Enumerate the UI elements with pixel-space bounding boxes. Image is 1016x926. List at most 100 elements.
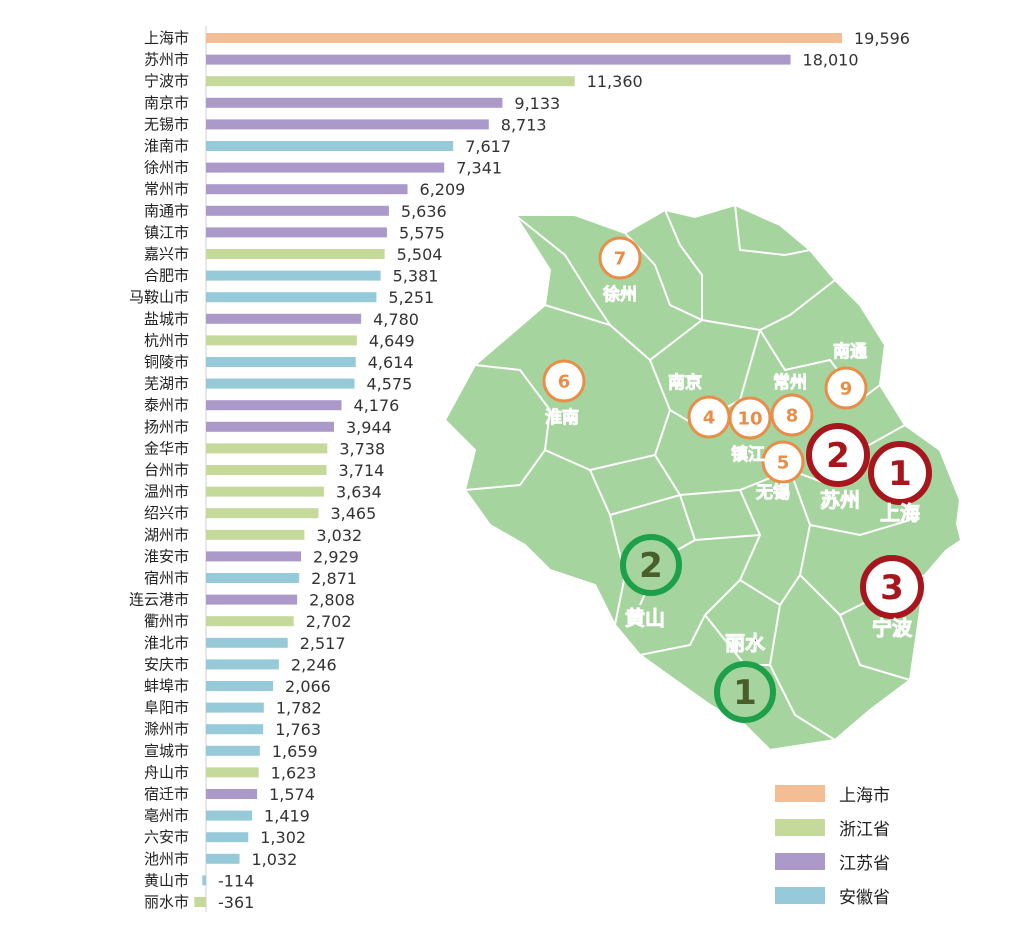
value-label: 3,032	[316, 526, 362, 545]
legend-swatch	[775, 886, 825, 904]
value-label: -361	[218, 893, 254, 912]
category-label: 扬州市	[144, 418, 189, 436]
category-label: 淮南市	[144, 137, 189, 155]
bar	[206, 33, 842, 43]
mid-rank-badge-circle	[728, 396, 772, 440]
value-label: 3,634	[336, 483, 382, 502]
bar	[206, 832, 249, 843]
category-label: 上海市	[144, 29, 189, 47]
bar	[206, 616, 294, 627]
category-label: 苏州市	[144, 51, 189, 69]
category-label: 滁州市	[144, 720, 189, 738]
value-label: -114	[218, 871, 254, 890]
value-label: 1,659	[272, 742, 318, 761]
mid-rank-badge-circle	[598, 236, 642, 280]
bar	[206, 357, 356, 367]
bar	[206, 702, 264, 713]
top-rank-city-label: 宁波	[872, 616, 913, 640]
bar	[206, 573, 300, 583]
category-label: 黄山市	[144, 871, 189, 889]
bar	[206, 594, 298, 605]
category-label: 湖州市	[144, 526, 189, 544]
category-label: 台州市	[144, 461, 189, 479]
category-label: 亳州市	[144, 807, 189, 825]
value-label: 4,614	[368, 353, 414, 372]
legend-swatch	[775, 784, 825, 802]
top-rank-city-label: 苏州	[820, 488, 860, 512]
category-label: 泰州市	[144, 396, 189, 414]
value-label: 5,636	[401, 202, 447, 221]
bar	[206, 162, 445, 173]
bottom-rank-badge-rank: 2	[639, 546, 663, 586]
bar	[206, 205, 389, 216]
mid-rank-badge-rank: 5	[777, 452, 790, 473]
bar	[206, 313, 362, 324]
value-label: 4,575	[366, 375, 412, 394]
mid-rank-badge-circle	[761, 440, 805, 484]
bar	[206, 97, 503, 108]
bottom-rank-city-label: 黄山	[625, 606, 665, 630]
value-label: 8,713	[501, 115, 547, 134]
mid-rank-city-label: 南京	[668, 372, 702, 393]
category-label: 金华市	[144, 439, 189, 457]
category-label: 宿州市	[144, 569, 189, 587]
category-label: 蚌埠市	[144, 677, 189, 695]
value-label: 5,504	[397, 245, 443, 264]
bar	[206, 637, 288, 648]
value-label: 2,702	[306, 612, 352, 631]
mid-rank-city-label: 常州	[773, 372, 807, 393]
bar	[206, 486, 324, 497]
bar	[206, 551, 302, 562]
value-label: 11,360	[587, 72, 643, 91]
value-label: 1,419	[264, 807, 310, 826]
bar	[206, 789, 258, 799]
bar	[206, 443, 328, 454]
value-label: 4,176	[354, 396, 400, 415]
value-label: 9,133	[514, 94, 560, 113]
category-label: 阜阳市	[144, 699, 189, 717]
legend-label: 江苏省	[839, 853, 890, 874]
mid-rank-badge-rank: 8	[786, 405, 799, 426]
category-label: 南通市	[144, 202, 189, 220]
value-label: 2,246	[291, 655, 337, 674]
bar	[206, 76, 575, 87]
top-rank-badge-rank: 3	[880, 568, 904, 608]
category-label: 池州市	[144, 850, 189, 868]
category-label: 合肥市	[144, 267, 189, 285]
top-rank-badge-circle	[868, 441, 932, 505]
value-label: 2,517	[300, 634, 346, 653]
category-label: 常州市	[144, 180, 189, 198]
category-label: 绍兴市	[144, 504, 189, 522]
category-label: 铜陵市	[144, 353, 189, 371]
value-label: 18,010	[803, 51, 859, 70]
bar	[202, 875, 206, 886]
value-label: 2,066	[285, 677, 331, 696]
top-rank-badge-circle	[860, 555, 924, 619]
bar	[206, 767, 259, 778]
bar	[206, 529, 305, 540]
category-label: 无锡市	[144, 115, 189, 133]
top-rank-badge-circle	[806, 423, 870, 487]
legend-label: 上海市	[839, 785, 890, 806]
yangtze-delta-map: 1 上海 2 苏州 3 宁波 1 丽水 2 黄山 4南京 5 无锡 6 淮南 7 徐州 8 常州 9 南通 10 镇江	[443, 203, 962, 752]
category-label: 马鞍山市	[129, 288, 189, 306]
category-label: 舟山市	[144, 763, 189, 781]
bar	[206, 270, 381, 281]
top-rank-city-label: 上海	[880, 501, 920, 525]
value-label: 2,929	[313, 547, 359, 566]
mid-rank-badge-circle	[542, 359, 586, 403]
value-label: 7,617	[465, 137, 511, 156]
bar	[206, 508, 319, 519]
value-label: 2,808	[309, 591, 355, 610]
bar	[206, 54, 791, 65]
bottom-rank-badge-circle	[714, 661, 776, 723]
map-regions	[443, 203, 962, 752]
value-label: 3,738	[339, 439, 385, 458]
value-label: 4,649	[369, 331, 415, 350]
value-label: 19,596	[854, 29, 910, 48]
category-label: 徐州市	[144, 159, 189, 177]
value-label: 5,381	[393, 267, 439, 286]
bar	[206, 421, 335, 432]
value-label: 5,575	[399, 223, 445, 242]
